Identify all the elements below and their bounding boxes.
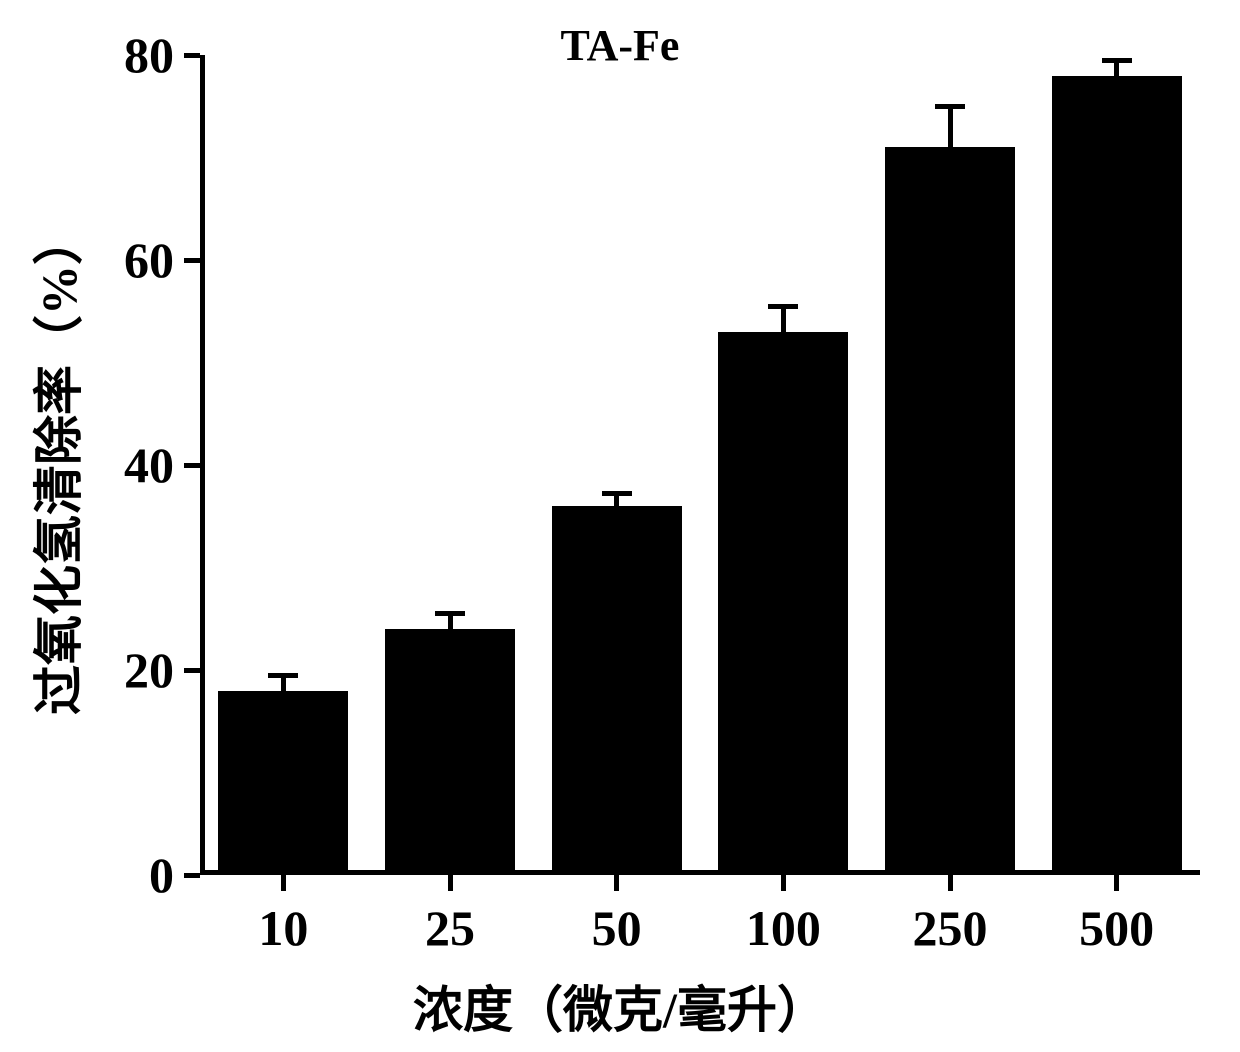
error-bar-cap [435,611,465,616]
y-tick [184,668,200,673]
y-axis-label: 过氧化氢清除率（%） [19,215,91,715]
x-tick [448,875,453,891]
error-bar-cap [768,304,798,309]
x-tick [614,875,619,891]
y-tick-label: 80 [124,26,174,84]
x-tick [281,875,286,891]
bar [552,506,682,875]
x-tick [1114,875,1119,891]
x-tick [781,875,786,891]
x-tick [948,875,953,891]
y-tick-label: 0 [149,846,174,904]
bar [1052,76,1182,876]
y-tick-label: 40 [124,436,174,494]
chart-container: TA-Fe 过氧化氢清除率（%） 浓度（微克/毫升） 0204060801025… [0,0,1240,1052]
y-tick-label: 20 [124,641,174,699]
plot-area [200,55,1200,875]
error-bar-cap [1102,58,1132,63]
bar [385,629,515,875]
y-tick-label: 60 [124,231,174,289]
x-tick-label: 50 [592,899,642,957]
error-bar-line [781,306,786,332]
x-tick-label: 250 [913,899,988,957]
x-tick-label: 25 [425,899,475,957]
x-tick-label: 100 [746,899,821,957]
x-axis-label: 浓度（微克/毫升） [413,970,827,1042]
y-tick [184,873,200,878]
error-bar-cap [935,104,965,109]
x-tick-label: 500 [1079,899,1154,957]
bar [885,147,1015,875]
bar [718,332,848,875]
bar [218,691,348,876]
x-tick-label: 10 [258,899,308,957]
error-bar-line [948,106,953,147]
y-tick [184,258,200,263]
error-bar-cap [268,673,298,678]
y-tick [184,53,200,58]
y-tick [184,463,200,468]
error-bar-cap [602,491,632,496]
